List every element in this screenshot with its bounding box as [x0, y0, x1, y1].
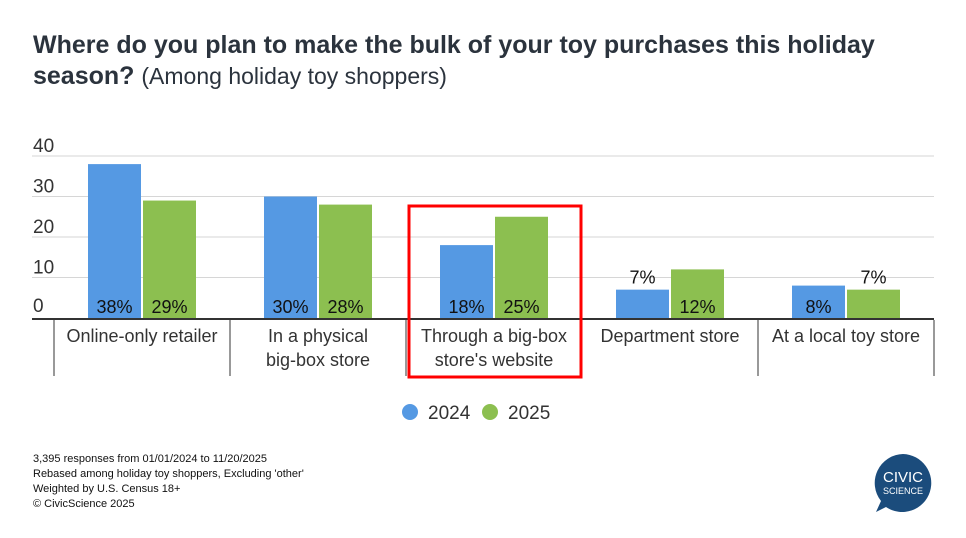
bar-2025 — [671, 269, 724, 318]
bar-2024 — [88, 164, 141, 318]
y-tick-label: 30 — [33, 177, 54, 198]
legend-marker-2024 — [402, 404, 418, 420]
footnote: Rebased among holiday toy shoppers, Excl… — [33, 468, 304, 480]
bar-chart: 0 10 20 30 40 38% 29% Online-only retailer 30% 28… — [32, 136, 935, 424]
data-label: 30% — [272, 297, 308, 317]
data-label: 38% — [96, 297, 132, 317]
data-label: 28% — [327, 297, 363, 317]
footnotes: 3,395 responses from 01/01/2024 to 11/20… — [33, 452, 304, 512]
svg-text:CIVIC: CIVIC — [883, 469, 923, 486]
data-label: 25% — [503, 297, 539, 317]
bar-2025 — [847, 289, 900, 318]
civicscience-logo: CIVIC SCIENCE — [874, 454, 932, 512]
footnote: Weighted by U.S. Census 18+ — [33, 483, 181, 495]
title-main: Where do you plan to make the bulk of yo… — [33, 31, 875, 90]
svg-text:SCIENCE: SCIENCE — [883, 486, 923, 496]
title-sub: (Among holiday toy shoppers) — [141, 63, 447, 89]
data-label: 12% — [679, 297, 715, 317]
bar-2025 — [319, 204, 372, 318]
data-label: 7% — [860, 268, 886, 288]
data-label: 18% — [448, 297, 484, 317]
bar-2025 — [143, 200, 196, 318]
data-label: 7% — [629, 268, 655, 288]
data-label: 8% — [805, 297, 831, 317]
y-tick-label: 0 — [33, 296, 44, 317]
x-tick-label: store's website — [435, 350, 554, 370]
bar-2025 — [495, 216, 548, 318]
bar-2024 — [792, 285, 845, 318]
x-tick-label: Online-only retailer — [66, 326, 217, 346]
x-tick-label: big-box store — [266, 350, 370, 370]
bar-2024 — [616, 289, 669, 318]
chart-title: Where do you plan to make the bulk of yo… — [33, 30, 943, 92]
y-tick-label: 10 — [33, 258, 54, 279]
legend-marker-2025 — [482, 404, 498, 420]
x-tick-label: Through a big-box — [421, 326, 567, 346]
footnote: 3,395 responses from 01/01/2024 to 11/20… — [33, 453, 268, 465]
y-tick-label: 20 — [33, 217, 54, 238]
highlight-box — [407, 204, 583, 379]
x-tick-label: In a physical — [268, 326, 368, 346]
legend-label: 2024 — [428, 403, 471, 424]
data-label: 29% — [151, 297, 187, 317]
y-tick-label: 40 — [33, 136, 54, 157]
legend-label: 2025 — [508, 403, 550, 424]
x-tick-label: At a local toy store — [772, 326, 920, 346]
bar-2024 — [264, 196, 317, 318]
x-tick-label: Department store — [600, 326, 739, 346]
footnote: © CivicScience 2025 — [33, 498, 135, 510]
bar-2024 — [440, 245, 493, 318]
